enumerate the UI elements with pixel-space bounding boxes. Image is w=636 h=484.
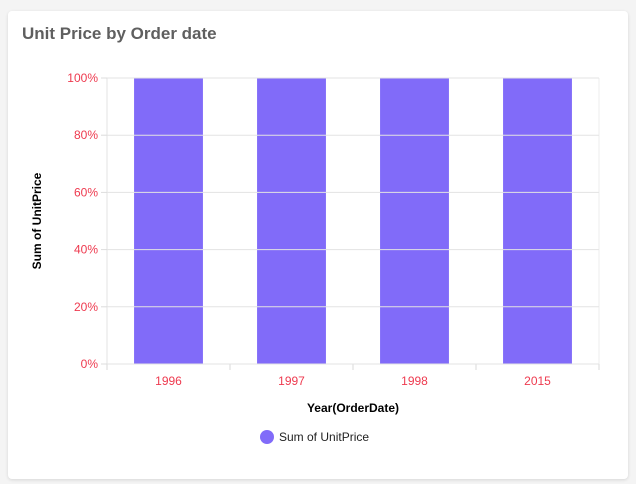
y-tick-label: 60% (74, 185, 98, 199)
x-tick-label: 2015 (524, 374, 551, 388)
x-tick-label: 1996 (155, 374, 182, 388)
bar-1997 (257, 78, 326, 364)
legend-label[interactable]: Sum of UnitPrice (279, 430, 369, 444)
x-tick-label: 1997 (278, 374, 305, 388)
bar-2015 (503, 78, 572, 364)
chart-title: Unit Price by Order date (22, 24, 217, 43)
bar-1998 (380, 78, 449, 364)
legend-marker[interactable] (260, 430, 274, 444)
y-axis-title: Sum of UnitPrice (30, 172, 44, 269)
x-axis-title: Year(OrderDate) (307, 401, 399, 415)
y-tick-label: 0% (81, 357, 99, 371)
y-tick-label: 20% (74, 300, 98, 314)
y-tick-label: 80% (74, 128, 98, 142)
x-tick-label: 1998 (401, 374, 428, 388)
y-tick-label: 100% (67, 71, 98, 85)
bar-1996 (134, 78, 203, 364)
y-tick-label: 40% (74, 243, 98, 257)
